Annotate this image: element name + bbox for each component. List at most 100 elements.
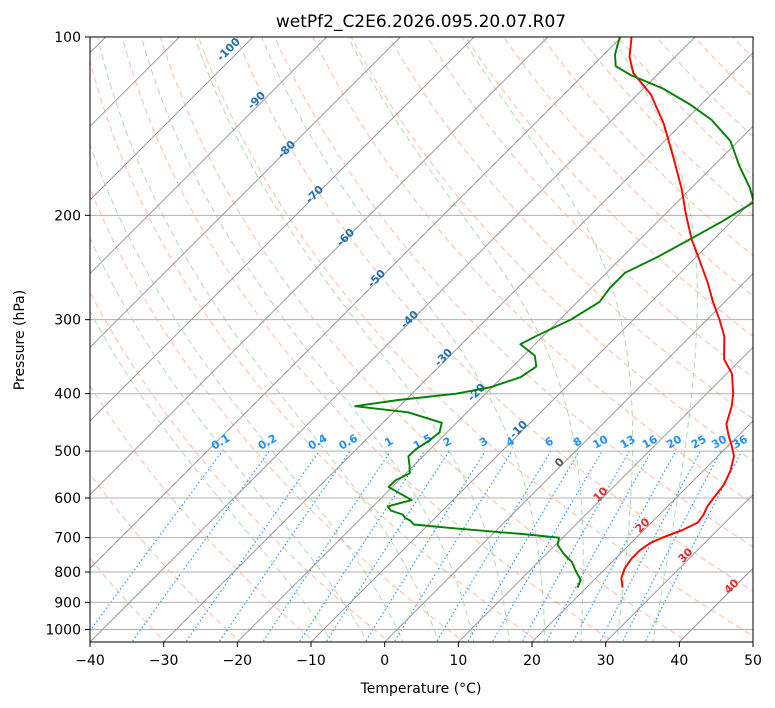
isotherm-label-warm: 20: [633, 515, 653, 535]
isotherm-line: [90, 37, 696, 642]
x-tick-label: 40: [670, 653, 688, 669]
x-tick-label: 10: [449, 653, 467, 669]
isotherm-line: [384, 272, 753, 642]
mixing-ratio-label: 0.4: [306, 431, 330, 452]
mixing-ratio-label: 6: [543, 434, 556, 449]
dry-adiabat-line: [197, 37, 753, 637]
moist-adiabat-line: [194, 37, 510, 642]
dry-adiabat-line: [350, 37, 753, 462]
x-tick-label: 30: [597, 653, 615, 669]
y-tick-label: 800: [54, 565, 81, 581]
x-tick-label: −30: [149, 653, 179, 669]
mixing-ratio-label: 30: [709, 432, 729, 451]
x-tick-label: −10: [296, 653, 326, 669]
dry-adiabat-line: [732, 37, 753, 59]
mixing-ratio-line: [644, 450, 743, 642]
mixing-ratio-label: 20: [664, 432, 684, 451]
profile-series: [354, 37, 753, 588]
mixing-ratio-label: 10: [591, 432, 611, 451]
dry-adiabat-line: [90, 59, 540, 642]
dry-adiabats: [90, 24, 775, 645]
isotherm-label: -50: [365, 267, 388, 290]
isotherm-line: [90, 37, 401, 349]
dry-adiabat-line: [426, 37, 753, 379]
dry-adiabat-line: [90, 291, 391, 642]
dry-adiabat-line: [655, 37, 753, 138]
y-tick-label: 700: [54, 531, 81, 547]
isotherm-line: [90, 37, 254, 201]
background-line-labels: -100-90-80-70-60-50-40-30-20-10010203040…: [209, 35, 750, 597]
dry-adiabat-line: [236, 37, 753, 592]
mixing-ratio-label: 0.1: [209, 432, 232, 453]
mixing-ratio-line: [131, 450, 270, 642]
plot-frame: [89, 36, 754, 643]
isotherm-line: [531, 420, 753, 642]
dry-adiabat-line: [541, 37, 753, 257]
moist-adiabat-line: [90, 142, 404, 642]
isotherm-label-warm: 30: [676, 545, 696, 565]
y-tick-label: 300: [54, 313, 81, 329]
x-tick-label: −40: [75, 653, 105, 669]
mixing-ratio-label: 0.2: [256, 432, 279, 453]
isotherm-label-warm: 40: [722, 576, 742, 596]
isotherm-label: -40: [398, 308, 421, 331]
y-axis-ticks: 100 200 300 400 500 600 700 800 900 1000: [45, 30, 90, 638]
mixing-ratio-line: [572, 450, 677, 642]
x-tick-label: 0: [380, 653, 389, 669]
mixing-ratio-lines: [90, 450, 743, 642]
temperature-profile-line: [620, 37, 735, 588]
dry-adiabat-line: [503, 37, 753, 297]
pressure-gridlines: [90, 37, 753, 630]
y-tick-label: 500: [54, 444, 81, 460]
mixing-ratio-line: [185, 450, 320, 642]
mixing-ratio-label: 1: [382, 435, 395, 450]
mixing-ratio-line: [435, 450, 552, 642]
dry-adiabat-line: [758, 24, 775, 645]
dry-adiabat-line: [159, 37, 690, 642]
dry-adiabat-line: [388, 37, 753, 420]
isotherm-line: [678, 567, 753, 642]
isotherm-line: [90, 37, 622, 570]
isotherm-label: -60: [334, 226, 357, 249]
isotherm-line: [605, 493, 753, 642]
isotherm-line: [310, 199, 753, 642]
y-axis-label: Pressure (hPa): [12, 290, 28, 390]
isotherm-line: [90, 37, 549, 496]
isotherm-label: -30: [432, 346, 455, 369]
mixing-ratio-label: 2: [441, 435, 454, 450]
mixing-ratio-label: 13: [618, 433, 638, 452]
x-tick-label: 20: [523, 653, 541, 669]
isotherm-label: -100: [214, 35, 243, 64]
isotherm-label: -90: [245, 89, 268, 112]
moist-adiabat-line: [97, 37, 439, 642]
moist-adiabat-line: [347, 37, 584, 642]
isotherm-line: [236, 125, 753, 642]
x-tick-label: −20: [223, 653, 253, 669]
dry-adiabat-line: [579, 37, 753, 217]
dry-adiabat-line: [90, 384, 316, 642]
x-tick-label: 50: [744, 653, 762, 669]
plot-area: -100-90-80-70-60-50-40-30-20-10010203040…: [90, 24, 775, 645]
mixing-ratio-line: [621, 450, 722, 642]
isotherm-line: [163, 51, 753, 642]
dewpoint-profile-line: [354, 37, 753, 588]
moist-adiabats: [90, 37, 698, 642]
mixing-ratio-line: [466, 450, 580, 642]
mixing-ratio-line: [393, 450, 513, 642]
mixing-ratio-line: [599, 450, 701, 642]
x-axis-ticks: −40 −30 −20 −10 0 10 20 30 40 50: [75, 642, 762, 669]
mixing-ratio-label: 25: [689, 433, 709, 452]
y-tick-label: 100: [54, 30, 81, 46]
y-tick-label: 200: [54, 208, 81, 224]
dry-adiabat-line: [312, 37, 753, 505]
mixing-ratio-label: 8: [571, 435, 584, 450]
mixing-ratio-line: [218, 450, 351, 642]
isotherm-line: [90, 37, 475, 422]
dry-adiabat-line: [465, 37, 753, 338]
mixing-ratio-line: [90, 450, 223, 632]
isotherm-label: -70: [303, 183, 326, 206]
y-tick-label: 900: [54, 595, 81, 611]
mixing-ratio-label: 3: [477, 435, 490, 450]
mixing-ratio-line: [298, 450, 425, 642]
